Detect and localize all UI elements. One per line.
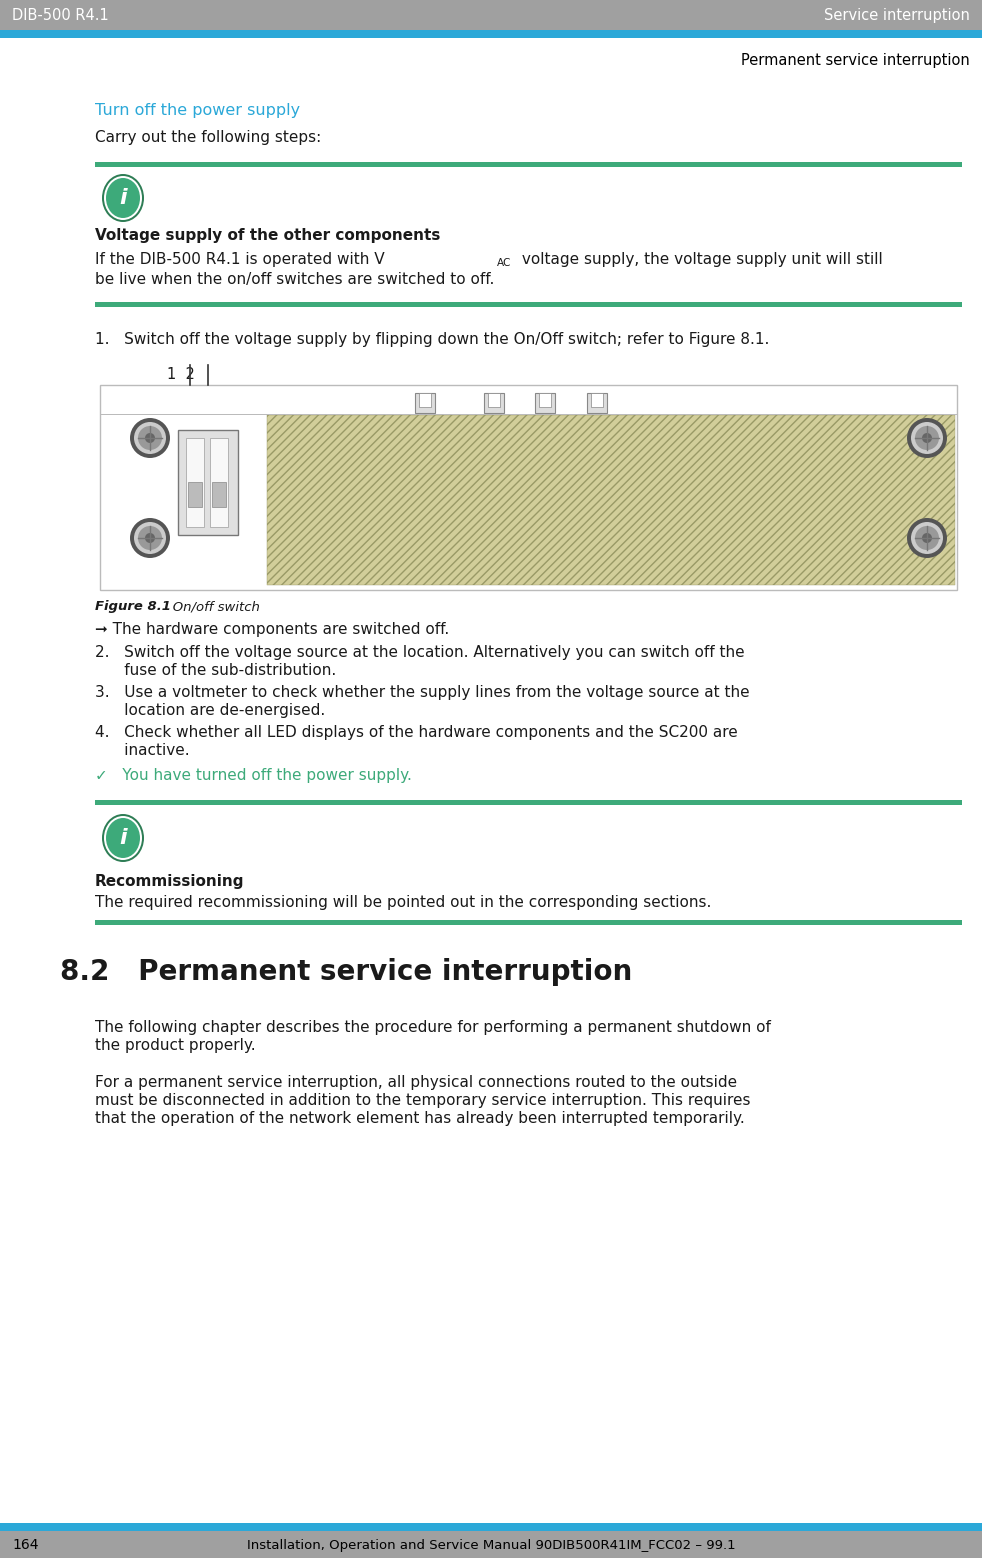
Text: i: i (119, 827, 127, 848)
Bar (95, 162, 962, 167)
Ellipse shape (102, 174, 144, 221)
Bar (210, 438, 228, 527)
Circle shape (915, 527, 939, 550)
Text: be live when the on/off switches are switched to off.: be live when the on/off switches are swi… (95, 273, 494, 287)
Bar (212, 481, 226, 506)
Circle shape (130, 517, 170, 558)
Circle shape (911, 522, 943, 555)
Text: voltage supply, the voltage supply unit will still: voltage supply, the voltage supply unit … (517, 252, 883, 266)
Bar (0, 1532, 982, 1558)
Text: Voltage supply of the other components: Voltage supply of the other components (95, 227, 440, 243)
Text: 4.   Check whether all LED displays of the hardware components and the SC200 are: 4. Check whether all LED displays of the… (95, 724, 737, 740)
Circle shape (907, 517, 947, 558)
Bar (267, 414, 955, 584)
Bar (188, 481, 202, 506)
Bar (488, 393, 500, 407)
Text: ✓   You have turned off the power supply.: ✓ You have turned off the power supply. (95, 768, 411, 784)
Text: i: i (119, 189, 127, 209)
Circle shape (922, 533, 932, 544)
Bar (0, 30, 982, 37)
Text: 1.   Switch off the voltage supply by flipping down the On/Off switch; refer to : 1. Switch off the voltage supply by flip… (95, 332, 769, 347)
Text: Permanent service interruption: Permanent service interruption (741, 53, 970, 67)
Text: Figure 8.1: Figure 8.1 (95, 600, 171, 612)
Circle shape (134, 422, 166, 453)
Text: ➞ The hardware components are switched off.: ➞ The hardware components are switched o… (95, 622, 449, 637)
Ellipse shape (102, 813, 144, 862)
Text: Carry out the following steps:: Carry out the following steps: (95, 129, 321, 145)
Text: Turn off the power supply: Turn off the power supply (95, 103, 300, 118)
Bar (178, 430, 238, 534)
Text: the product properly.: the product properly. (95, 1038, 255, 1053)
Circle shape (911, 422, 943, 453)
Ellipse shape (106, 818, 140, 858)
Text: AC: AC (497, 259, 512, 268)
Text: 2.   Switch off the voltage source at the location. Alternatively you can switch: 2. Switch off the voltage source at the … (95, 645, 744, 661)
Bar (95, 921, 962, 925)
Bar (587, 393, 607, 413)
Text: location are de-energised.: location are de-energised. (95, 703, 325, 718)
Bar (591, 393, 603, 407)
Text: 8.2   Permanent service interruption: 8.2 Permanent service interruption (60, 958, 632, 986)
Text: On/off switch: On/off switch (160, 600, 260, 612)
Text: The following chapter describes the procedure for performing a permanent shutdow: The following chapter describes the proc… (95, 1020, 771, 1035)
Circle shape (145, 533, 155, 544)
Bar (186, 438, 204, 527)
Circle shape (134, 522, 166, 555)
Circle shape (915, 425, 939, 450)
Bar (0, 0, 982, 30)
Bar (95, 799, 962, 805)
Text: 164: 164 (12, 1538, 38, 1552)
Circle shape (922, 433, 932, 442)
Circle shape (907, 418, 947, 458)
Bar (419, 393, 431, 407)
Circle shape (138, 425, 162, 450)
Text: must be disconnected in addition to the temporary service interruption. This req: must be disconnected in addition to the … (95, 1094, 750, 1108)
Bar (535, 393, 555, 413)
Text: Recommissioning: Recommissioning (95, 874, 245, 890)
Text: Installation, Operation and Service Manual 90DIB500R41IM_FCC02 – 99.1: Installation, Operation and Service Manu… (246, 1538, 736, 1552)
Text: The required recommissioning will be pointed out in the corresponding sections.: The required recommissioning will be poi… (95, 894, 711, 910)
Circle shape (130, 418, 170, 458)
Text: If the DIB-500 R4.1 is operated with V: If the DIB-500 R4.1 is operated with V (95, 252, 385, 266)
Text: inactive.: inactive. (95, 743, 190, 759)
Circle shape (138, 527, 162, 550)
Bar (539, 393, 551, 407)
Text: For a permanent service interruption, all physical connections routed to the out: For a permanent service interruption, al… (95, 1075, 737, 1091)
Ellipse shape (106, 178, 140, 218)
Text: 1  2: 1 2 (167, 368, 194, 382)
Ellipse shape (104, 816, 142, 860)
Text: Service interruption: Service interruption (824, 8, 970, 22)
Ellipse shape (104, 176, 142, 220)
Bar (415, 393, 435, 413)
Text: DIB-500 R4.1: DIB-500 R4.1 (12, 8, 109, 22)
Text: 3.   Use a voltmeter to check whether the supply lines from the voltage source a: 3. Use a voltmeter to check whether the … (95, 686, 749, 700)
Circle shape (145, 433, 155, 442)
Text: that the operation of the network element has already been interrupted temporari: that the operation of the network elemen… (95, 1111, 744, 1126)
Text: fuse of the sub-distribution.: fuse of the sub-distribution. (95, 664, 336, 678)
Bar (95, 302, 962, 307)
Bar (0, 1524, 982, 1532)
Bar (484, 393, 504, 413)
Bar (100, 385, 957, 590)
